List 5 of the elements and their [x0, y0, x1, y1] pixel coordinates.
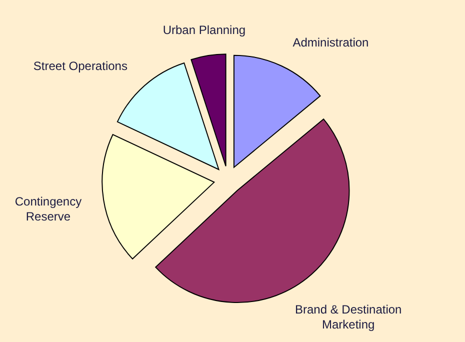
slice-label: Urban Planning — [162, 22, 246, 37]
slice-label: Administration — [292, 35, 369, 50]
slice-label: Brand & Destination Marketing — [294, 302, 402, 332]
slice-label: Contingency Reserve — [14, 194, 82, 224]
slice-label: Street Operations — [33, 58, 128, 73]
